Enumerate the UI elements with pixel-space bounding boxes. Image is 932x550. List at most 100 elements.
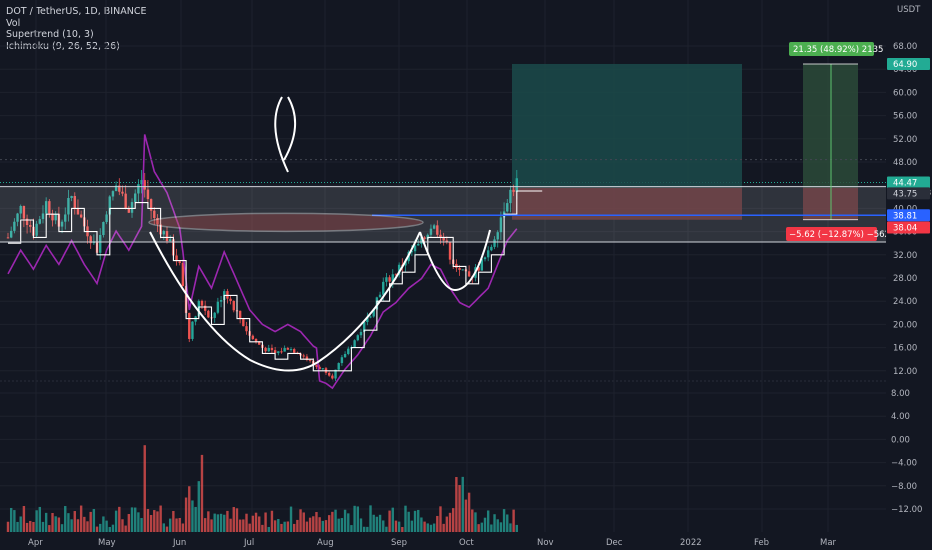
legend-symbol[interactable]: DOT / TetherUS, 1D, BINANCE (6, 6, 147, 17)
volume-bar (391, 507, 394, 532)
volume-bar (382, 520, 385, 532)
level-a-badge-bg (887, 187, 930, 200)
volume-bar (127, 514, 131, 532)
price-tick: 28.00 (893, 274, 917, 284)
volume-bar (404, 505, 407, 532)
volume-bar (22, 505, 26, 532)
volume-bar (448, 512, 452, 532)
volume-bar (83, 516, 86, 532)
volume-bar (420, 517, 423, 532)
volume-bar (114, 510, 118, 532)
volume-tick: 8.00 (891, 389, 910, 399)
candle-body (385, 277, 388, 282)
volume-bar (149, 514, 153, 532)
cup-curve (149, 231, 421, 372)
price-tick: 68.00 (893, 42, 917, 52)
candle-body (334, 369, 337, 379)
candle-body (417, 243, 420, 246)
candle-body (388, 277, 391, 282)
candle-body (79, 214, 83, 218)
loss-zone (512, 187, 742, 220)
profit-zone (512, 63, 742, 188)
volume-bar (16, 521, 19, 532)
volume-bar (509, 523, 512, 532)
volume-bar (29, 520, 32, 532)
volume-bar (359, 518, 363, 532)
volume-bar (423, 521, 426, 532)
candle-body (19, 206, 22, 214)
volume-bar (153, 510, 156, 532)
candle-body (480, 259, 484, 271)
volume-bar (512, 509, 515, 532)
volume-bar (121, 519, 124, 532)
candle-body (108, 196, 111, 215)
candle-body (308, 359, 312, 361)
volume-tick: −4.00 (891, 459, 917, 469)
price-tick: 64.00 (893, 65, 917, 75)
candle-body (506, 203, 509, 212)
candle-body (73, 196, 76, 209)
volume-bar (366, 526, 369, 532)
volume-bar (321, 520, 325, 532)
candle-body (38, 219, 41, 224)
candle-body (207, 310, 210, 318)
volume-bar (235, 508, 239, 532)
candle-body (340, 357, 344, 364)
candle-body (232, 300, 235, 311)
candle-body (118, 185, 121, 192)
volume-bar (375, 516, 379, 532)
volume-bar (264, 512, 267, 532)
candle-body (413, 245, 417, 252)
legend-volume[interactable]: Vol (6, 17, 21, 29)
candle-body (102, 222, 105, 236)
candle-body (315, 365, 318, 367)
volume-bar (340, 518, 344, 532)
candle-body (270, 348, 274, 351)
candle-body (420, 237, 423, 244)
volume-bar (302, 512, 305, 532)
candle-body (378, 294, 382, 298)
volume-bar (305, 521, 309, 532)
volume-bar (251, 515, 255, 532)
volume-bar (102, 516, 105, 532)
volume-bar (242, 519, 245, 532)
legend-supertrend[interactable]: Supertrend (10, 3) (6, 29, 94, 40)
candle-body (280, 351, 283, 353)
candle-body (327, 372, 331, 376)
candle-body (44, 201, 48, 214)
candle-body (404, 261, 407, 266)
candle-body (515, 178, 518, 192)
candle-body (22, 206, 26, 219)
price-tick: 16.00 (893, 344, 917, 354)
volume-bar (417, 509, 420, 532)
candle-body (156, 217, 159, 225)
volume-bar (44, 512, 48, 532)
volume-bar (200, 454, 204, 532)
currency-label: USDT (897, 5, 921, 15)
volume-bars (6, 445, 518, 532)
volume-bar (471, 509, 474, 532)
price-tick: 32.00 (893, 251, 917, 261)
volume-bar (410, 520, 414, 532)
volume-bar (229, 518, 232, 532)
bracket-left (274, 96, 289, 173)
candle-body (362, 322, 366, 332)
price-tick: 56.00 (893, 112, 917, 122)
volume-bar (327, 515, 331, 532)
volume-bar (35, 510, 38, 532)
volume-bar (32, 521, 35, 532)
candle-body (242, 319, 245, 327)
candle-body (70, 196, 73, 198)
volume-bar (432, 523, 436, 532)
axis-background (886, 0, 932, 550)
candle-body (448, 242, 452, 260)
candle-body (353, 340, 356, 348)
volume-bar (79, 505, 83, 532)
volume-bar (64, 506, 67, 532)
candle-body (175, 255, 178, 262)
time-tick: Mar (820, 538, 837, 548)
volume-bar (353, 505, 356, 532)
volume-bar (89, 511, 92, 532)
candle-body (191, 321, 194, 339)
